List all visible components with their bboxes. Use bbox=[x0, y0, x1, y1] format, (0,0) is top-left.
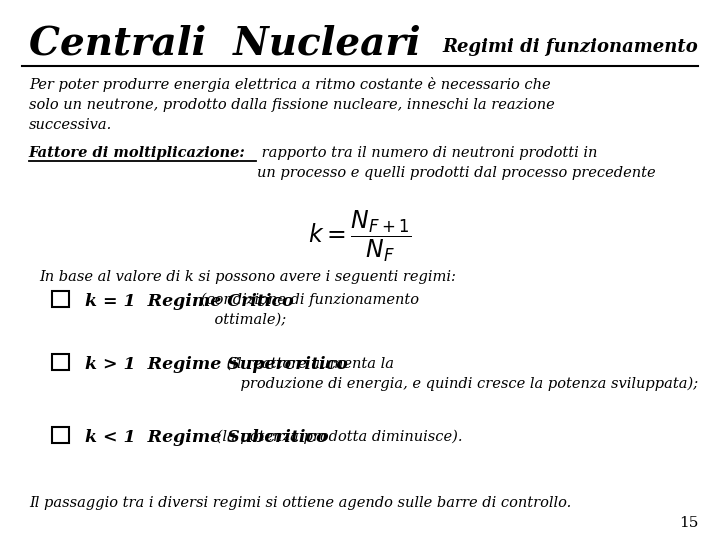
Text: Fattore di moltiplicazione:: Fattore di moltiplicazione: bbox=[29, 146, 246, 160]
Text: In base al valore di k si possono avere i seguenti regimi:: In base al valore di k si possono avere … bbox=[40, 270, 456, 284]
Text: Il passaggio tra i diversi regimi si ottiene agendo sulle barre di controllo.: Il passaggio tra i diversi regimi si ott… bbox=[29, 496, 571, 510]
Text: $k = \dfrac{N_{F+1}}{N_F}$: $k = \dfrac{N_{F+1}}{N_F}$ bbox=[308, 208, 412, 264]
Text: Regimi di funzionamento: Regimi di funzionamento bbox=[443, 38, 698, 56]
Text: rapporto tra il numero di neutroni prodotti in
un processo e quelli prodotti dal: rapporto tra il numero di neutroni prodo… bbox=[257, 146, 656, 180]
Text: (condizione di funzionamento
    ottimale);: (condizione di funzionamento ottimale); bbox=[196, 293, 419, 327]
Bar bbox=[52, 291, 69, 307]
Text: 15: 15 bbox=[679, 516, 698, 530]
Text: k < 1  Regime Subcritico: k < 1 Regime Subcritico bbox=[85, 429, 328, 446]
Text: (la potenza prodotta diminuisce).: (la potenza prodotta diminuisce). bbox=[212, 429, 462, 444]
Bar bbox=[52, 427, 69, 443]
Text: k > 1  Regime Supercritico: k > 1 Regime Supercritico bbox=[85, 356, 348, 373]
Text: Per poter produrre energia elettrica a ritmo costante è necessario che
solo un n: Per poter produrre energia elettrica a r… bbox=[29, 77, 554, 132]
Text: k = 1  Regime Critico: k = 1 Regime Critico bbox=[85, 293, 294, 309]
Bar bbox=[52, 354, 69, 370]
Text: (il reattore aumenta la
    produzione di energia, e quindi cresce la potenza sv: (il reattore aumenta la produzione di en… bbox=[222, 356, 698, 391]
Text: Centrali  Nucleari: Centrali Nucleari bbox=[29, 24, 420, 62]
